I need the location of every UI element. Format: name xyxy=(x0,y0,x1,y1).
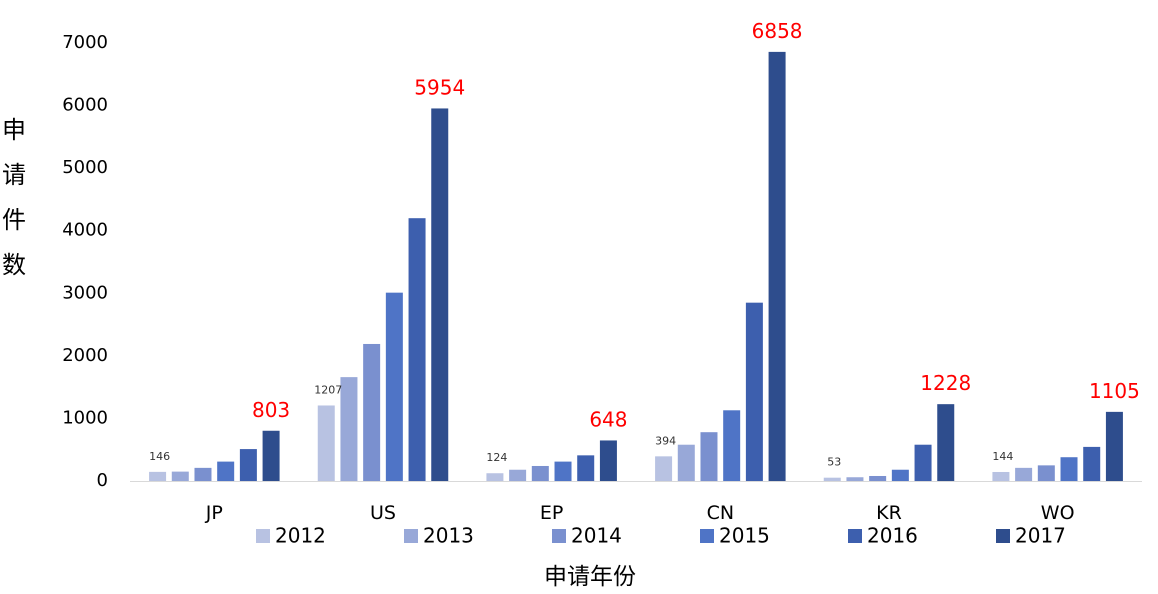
y-tick-label: 1000 xyxy=(62,407,108,428)
bar xyxy=(194,467,212,481)
y-axis-label-char: 申 xyxy=(2,116,26,144)
bar xyxy=(937,404,955,481)
bar xyxy=(700,432,718,481)
legend: 2012 2013 2014 2015 2016 2017 xyxy=(256,524,1066,548)
bar xyxy=(217,461,235,481)
bar-value-label: 144 xyxy=(992,450,1013,463)
bar-value-label: 53 xyxy=(827,456,841,469)
bar-value-label: 124 xyxy=(486,451,507,464)
bar xyxy=(1083,446,1101,481)
bar xyxy=(171,471,189,481)
bar xyxy=(655,456,673,481)
legend-swatch xyxy=(552,529,566,543)
category-labels: JP US EP CN KR WO xyxy=(205,502,1075,524)
legend-swatch xyxy=(996,529,1010,543)
bar xyxy=(1015,467,1033,481)
bar xyxy=(431,108,449,482)
legend-label: 2017 xyxy=(1015,524,1066,548)
legend-label: 2016 xyxy=(867,524,918,548)
bar-value-label-highlight: 1105 xyxy=(1089,379,1140,403)
legend-swatch xyxy=(700,529,714,543)
bar xyxy=(363,343,381,481)
legend-label: 2012 xyxy=(275,524,326,548)
category-label: CN xyxy=(707,502,734,524)
y-axis-label-char: 请 xyxy=(2,161,26,189)
bar xyxy=(1105,411,1123,481)
bar xyxy=(914,444,932,481)
legend-swatch xyxy=(404,529,418,543)
bar xyxy=(408,218,426,481)
bar xyxy=(340,377,358,481)
bar xyxy=(891,469,909,481)
bar xyxy=(239,449,257,481)
bar xyxy=(745,302,763,481)
bar xyxy=(385,292,403,481)
bar-value-label-highlight: 1228 xyxy=(920,371,971,395)
bar xyxy=(1037,465,1055,481)
y-axis-ticks: 0 1000 2000 3000 4000 5000 6000 7000 xyxy=(62,32,108,491)
bar xyxy=(262,430,280,481)
bar-value-label-highlight: 5954 xyxy=(414,75,465,99)
category-label: EP xyxy=(540,502,563,524)
legend-label: 2014 xyxy=(571,524,622,548)
bar xyxy=(846,477,864,481)
bar xyxy=(992,471,1010,481)
bar-value-label: 1207 xyxy=(314,383,342,396)
bar xyxy=(531,465,549,481)
bar-value-label: 146 xyxy=(149,450,170,463)
bar xyxy=(554,461,572,481)
bar-value-label: 394 xyxy=(655,434,676,447)
bars xyxy=(149,51,1123,482)
bar-labels: 146 803 1207 5954 124 648 394 6858 53 1228 144 1105 xyxy=(149,19,1140,469)
y-tick-label: 0 xyxy=(97,470,108,491)
bar xyxy=(768,51,786,482)
x-axis-label: 申请年份 xyxy=(544,564,636,590)
y-tick-label: 5000 xyxy=(62,157,108,178)
bar xyxy=(486,473,504,481)
legend-swatch xyxy=(848,529,862,543)
bar xyxy=(149,471,167,481)
bar xyxy=(317,405,335,481)
bar xyxy=(509,469,527,481)
legend-label: 2013 xyxy=(423,524,474,548)
bar-value-label-highlight: 648 xyxy=(589,407,627,431)
y-axis-label-char: 数 xyxy=(2,251,26,279)
y-tick-label: 4000 xyxy=(62,220,108,241)
category-label: WO xyxy=(1041,502,1075,524)
bar xyxy=(677,444,695,481)
y-tick-label: 2000 xyxy=(62,345,108,366)
legend-label: 2015 xyxy=(719,524,770,548)
y-tick-label: 6000 xyxy=(62,95,108,116)
y-tick-label: 3000 xyxy=(62,282,108,303)
bar xyxy=(823,477,841,481)
bar xyxy=(869,475,887,481)
category-label: KR xyxy=(876,502,902,524)
category-label: US xyxy=(370,502,396,524)
bar xyxy=(577,455,595,481)
category-label: JP xyxy=(205,502,223,524)
bar-value-label-highlight: 803 xyxy=(252,398,290,422)
bar xyxy=(723,410,741,481)
legend-swatch xyxy=(256,529,270,543)
y-axis-label-char: 件 xyxy=(2,206,26,234)
y-tick-label: 7000 xyxy=(62,32,108,53)
bar-value-label-highlight: 6858 xyxy=(752,19,803,43)
bar xyxy=(599,440,617,481)
bar xyxy=(1060,457,1078,481)
